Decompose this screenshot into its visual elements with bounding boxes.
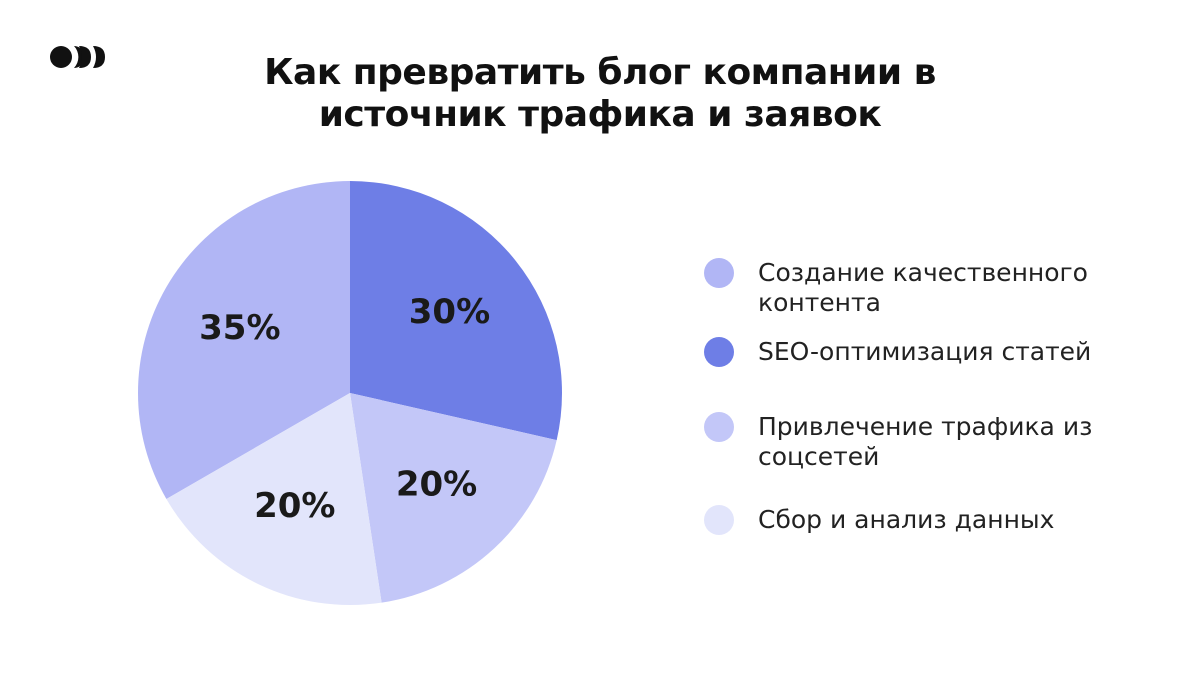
legend-label: Привлечение трафика из соцсетей	[758, 412, 1093, 471]
legend-marker	[704, 412, 734, 442]
logo	[50, 46, 105, 68]
pie-slice	[350, 393, 557, 603]
pie-slice	[166, 393, 382, 605]
legend-marker	[704, 258, 734, 288]
slice-label: 20%	[396, 465, 477, 505]
slice-label: 35%	[199, 308, 280, 348]
legend-marker	[704, 337, 734, 367]
legend-label: SEO-оптимизация статей	[758, 337, 1092, 366]
slice-label: 20%	[254, 486, 335, 526]
slice-label: 30%	[409, 292, 490, 332]
legend-marker	[704, 505, 734, 535]
pie-slice	[137, 181, 350, 499]
legend-label: Сбор и анализ данных	[758, 505, 1055, 534]
chart-title: Как превратить блог компании в источник …	[264, 52, 936, 135]
pie-slice	[350, 181, 562, 441]
legend-label: Создание качественного контента	[758, 258, 1088, 317]
